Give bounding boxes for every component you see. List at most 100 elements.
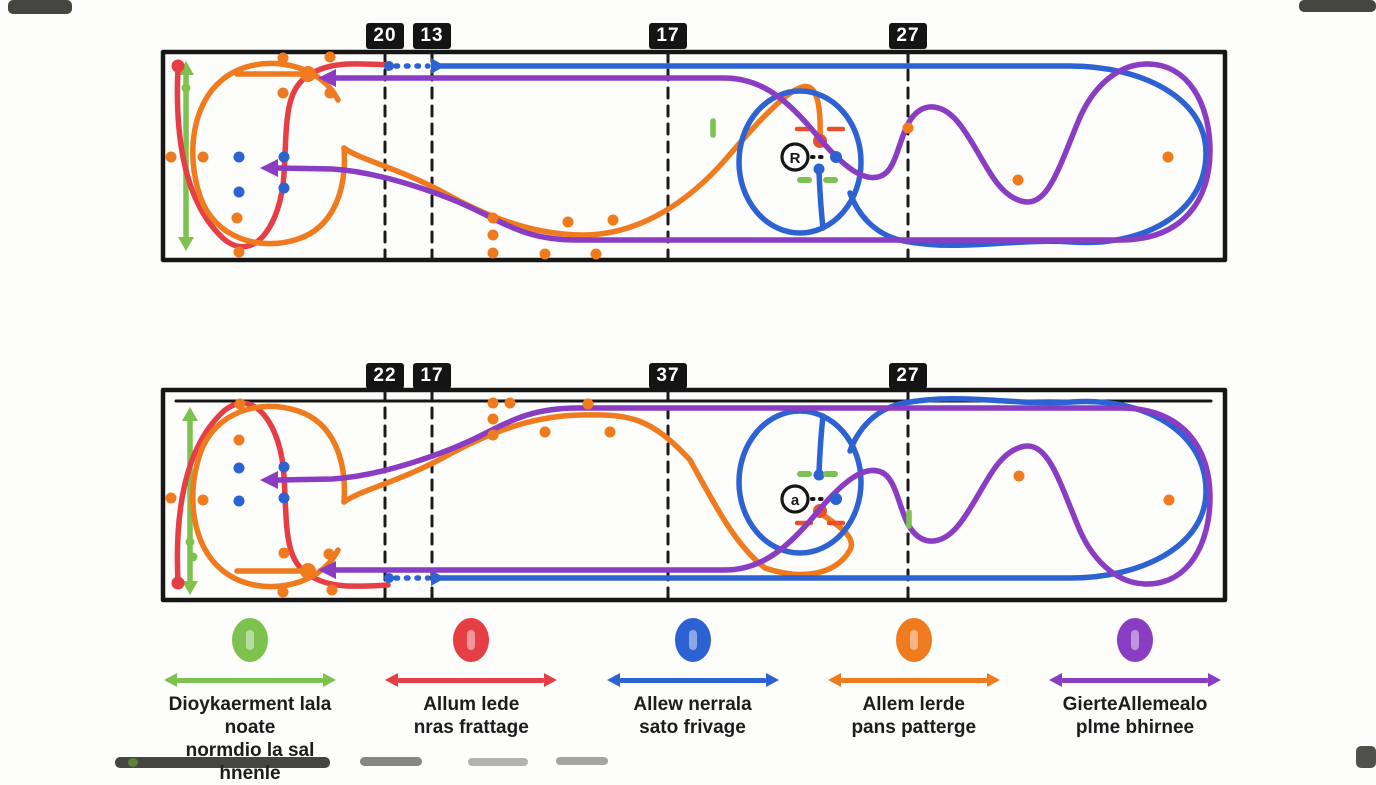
orange-dot bbox=[233, 246, 245, 258]
marker-symbol: R bbox=[790, 150, 801, 167]
orange-dot bbox=[165, 492, 177, 504]
legend-label-line2: sato frivage bbox=[639, 717, 746, 738]
orange-dot bbox=[1012, 174, 1024, 186]
edge-artifact bbox=[468, 758, 528, 766]
orange-dot bbox=[582, 398, 594, 410]
edge-artifact bbox=[1356, 746, 1376, 768]
purple-run-path bbox=[275, 61, 1213, 243]
edge-artifact bbox=[115, 757, 330, 768]
red-dot bbox=[171, 576, 185, 590]
legend-marker-icon bbox=[674, 618, 711, 662]
blue-dot bbox=[278, 461, 290, 473]
orange-dot bbox=[487, 413, 499, 425]
orange-dot bbox=[324, 87, 336, 99]
tactics-diagram: R bbox=[8, 0, 1376, 784]
orange-dot bbox=[300, 563, 316, 579]
orange-dot bbox=[233, 434, 245, 446]
blue-dot bbox=[278, 151, 290, 163]
orange-dot bbox=[487, 247, 499, 259]
legend-label: Allew nerrala sato frivage bbox=[633, 693, 751, 739]
legend-item: GierteAllemealo plme bhirnee bbox=[1040, 618, 1230, 785]
orange-dot bbox=[300, 66, 316, 82]
blue-stub-dot bbox=[813, 469, 825, 481]
legend-label-line2: nras frattage bbox=[413, 717, 529, 738]
blue-dot bbox=[233, 495, 245, 507]
edge-artifact bbox=[128, 758, 138, 767]
legend-label-line1: GierteAllemealo bbox=[1062, 694, 1208, 715]
orange-dot bbox=[231, 212, 243, 224]
section-number-badge: 13 bbox=[413, 23, 451, 49]
marker-slit bbox=[246, 630, 254, 650]
legend-marker-icon bbox=[895, 618, 932, 662]
section-number-badge: 17 bbox=[649, 23, 687, 49]
orange-dot bbox=[487, 429, 499, 441]
blue-circle-path bbox=[736, 88, 864, 236]
orange-dot bbox=[607, 214, 619, 226]
marker-slit bbox=[467, 630, 476, 650]
legend-label-line2: plme bhirnee bbox=[1075, 717, 1195, 738]
section-number-badge: 22 bbox=[366, 363, 404, 389]
marker-slit bbox=[909, 630, 918, 650]
orange-wave-path bbox=[341, 83, 823, 238]
bottom-panel-border bbox=[160, 387, 1228, 603]
arrowhead-left-icon bbox=[318, 561, 336, 579]
legend-item: Allem lerde pans patterge bbox=[819, 618, 1009, 785]
legend-label: Allem lerde pans patterge bbox=[851, 693, 976, 739]
orange-dot bbox=[165, 151, 177, 163]
orange-loop-path bbox=[190, 403, 348, 590]
orange-dot bbox=[1162, 151, 1174, 163]
orange-dot bbox=[323, 548, 335, 560]
section-number-badge: 37 bbox=[649, 363, 687, 389]
section-number-badge: 27 bbox=[889, 23, 927, 49]
legend-label-line1: Allem lerde bbox=[862, 694, 965, 715]
arrowhead-down-icon bbox=[178, 237, 194, 251]
legend-label: Dioykaerment lala noate normdio la sal h… bbox=[155, 693, 345, 785]
legend-item: Allum lede nras frattage bbox=[376, 618, 566, 785]
orange-dot bbox=[487, 397, 499, 409]
arrowhead-left-icon bbox=[260, 471, 278, 489]
scatter-dots-bottom bbox=[165, 397, 1175, 598]
legend-double-arrow-icon bbox=[164, 673, 336, 687]
red-dot bbox=[171, 59, 185, 73]
legend-double-arrow-icon bbox=[385, 673, 558, 687]
orange-wave-path bbox=[341, 412, 855, 578]
legend-label-line1: Allew nerrala bbox=[633, 694, 752, 715]
orange-dot bbox=[234, 398, 246, 410]
orange-dot bbox=[902, 122, 914, 134]
scatter-dots-top bbox=[165, 51, 1174, 260]
arrowhead-up-icon bbox=[182, 407, 198, 421]
legend-marker-icon bbox=[232, 618, 268, 662]
orange-dot bbox=[326, 584, 338, 596]
blue-dot bbox=[233, 151, 245, 163]
blue-dot bbox=[233, 462, 245, 474]
top-panel: R bbox=[160, 49, 1228, 263]
blue-stub bbox=[816, 413, 826, 475]
edge-artifact bbox=[8, 0, 72, 14]
section-number-badge: 17 bbox=[413, 363, 451, 389]
blue-start-marker bbox=[384, 61, 394, 71]
legend-label: GierteAllemealo plme bhirnee bbox=[1063, 693, 1208, 739]
bottom-panel: a bbox=[160, 387, 1228, 603]
section-number-badge: 27 bbox=[889, 363, 927, 389]
legend-label: Allum lede nras frattage bbox=[414, 693, 529, 739]
legend-marker-icon bbox=[1117, 618, 1153, 662]
orange-dot bbox=[1013, 470, 1025, 482]
orange-dot bbox=[590, 248, 602, 260]
purple-run-path bbox=[275, 405, 1213, 587]
blue-stub-dot bbox=[813, 163, 825, 175]
orange-loop-path bbox=[190, 60, 348, 247]
legend: Dioykaerment lala noate normdio la sal h… bbox=[155, 618, 1230, 785]
legend-label-line2: pans patterge bbox=[851, 717, 977, 738]
circled-label-marker bbox=[780, 142, 810, 172]
orange-dot bbox=[504, 397, 516, 409]
blue-dot bbox=[278, 182, 290, 194]
orange-dot bbox=[277, 87, 289, 99]
orange-dot bbox=[197, 151, 209, 163]
orange-dot bbox=[278, 547, 290, 559]
orange-dot bbox=[197, 494, 209, 506]
blue-run-path bbox=[437, 395, 1209, 581]
arrowhead-down-icon bbox=[182, 581, 198, 595]
top-panel-border bbox=[160, 49, 1228, 263]
orange-dot bbox=[324, 51, 336, 63]
circled-label-marker bbox=[780, 484, 810, 514]
